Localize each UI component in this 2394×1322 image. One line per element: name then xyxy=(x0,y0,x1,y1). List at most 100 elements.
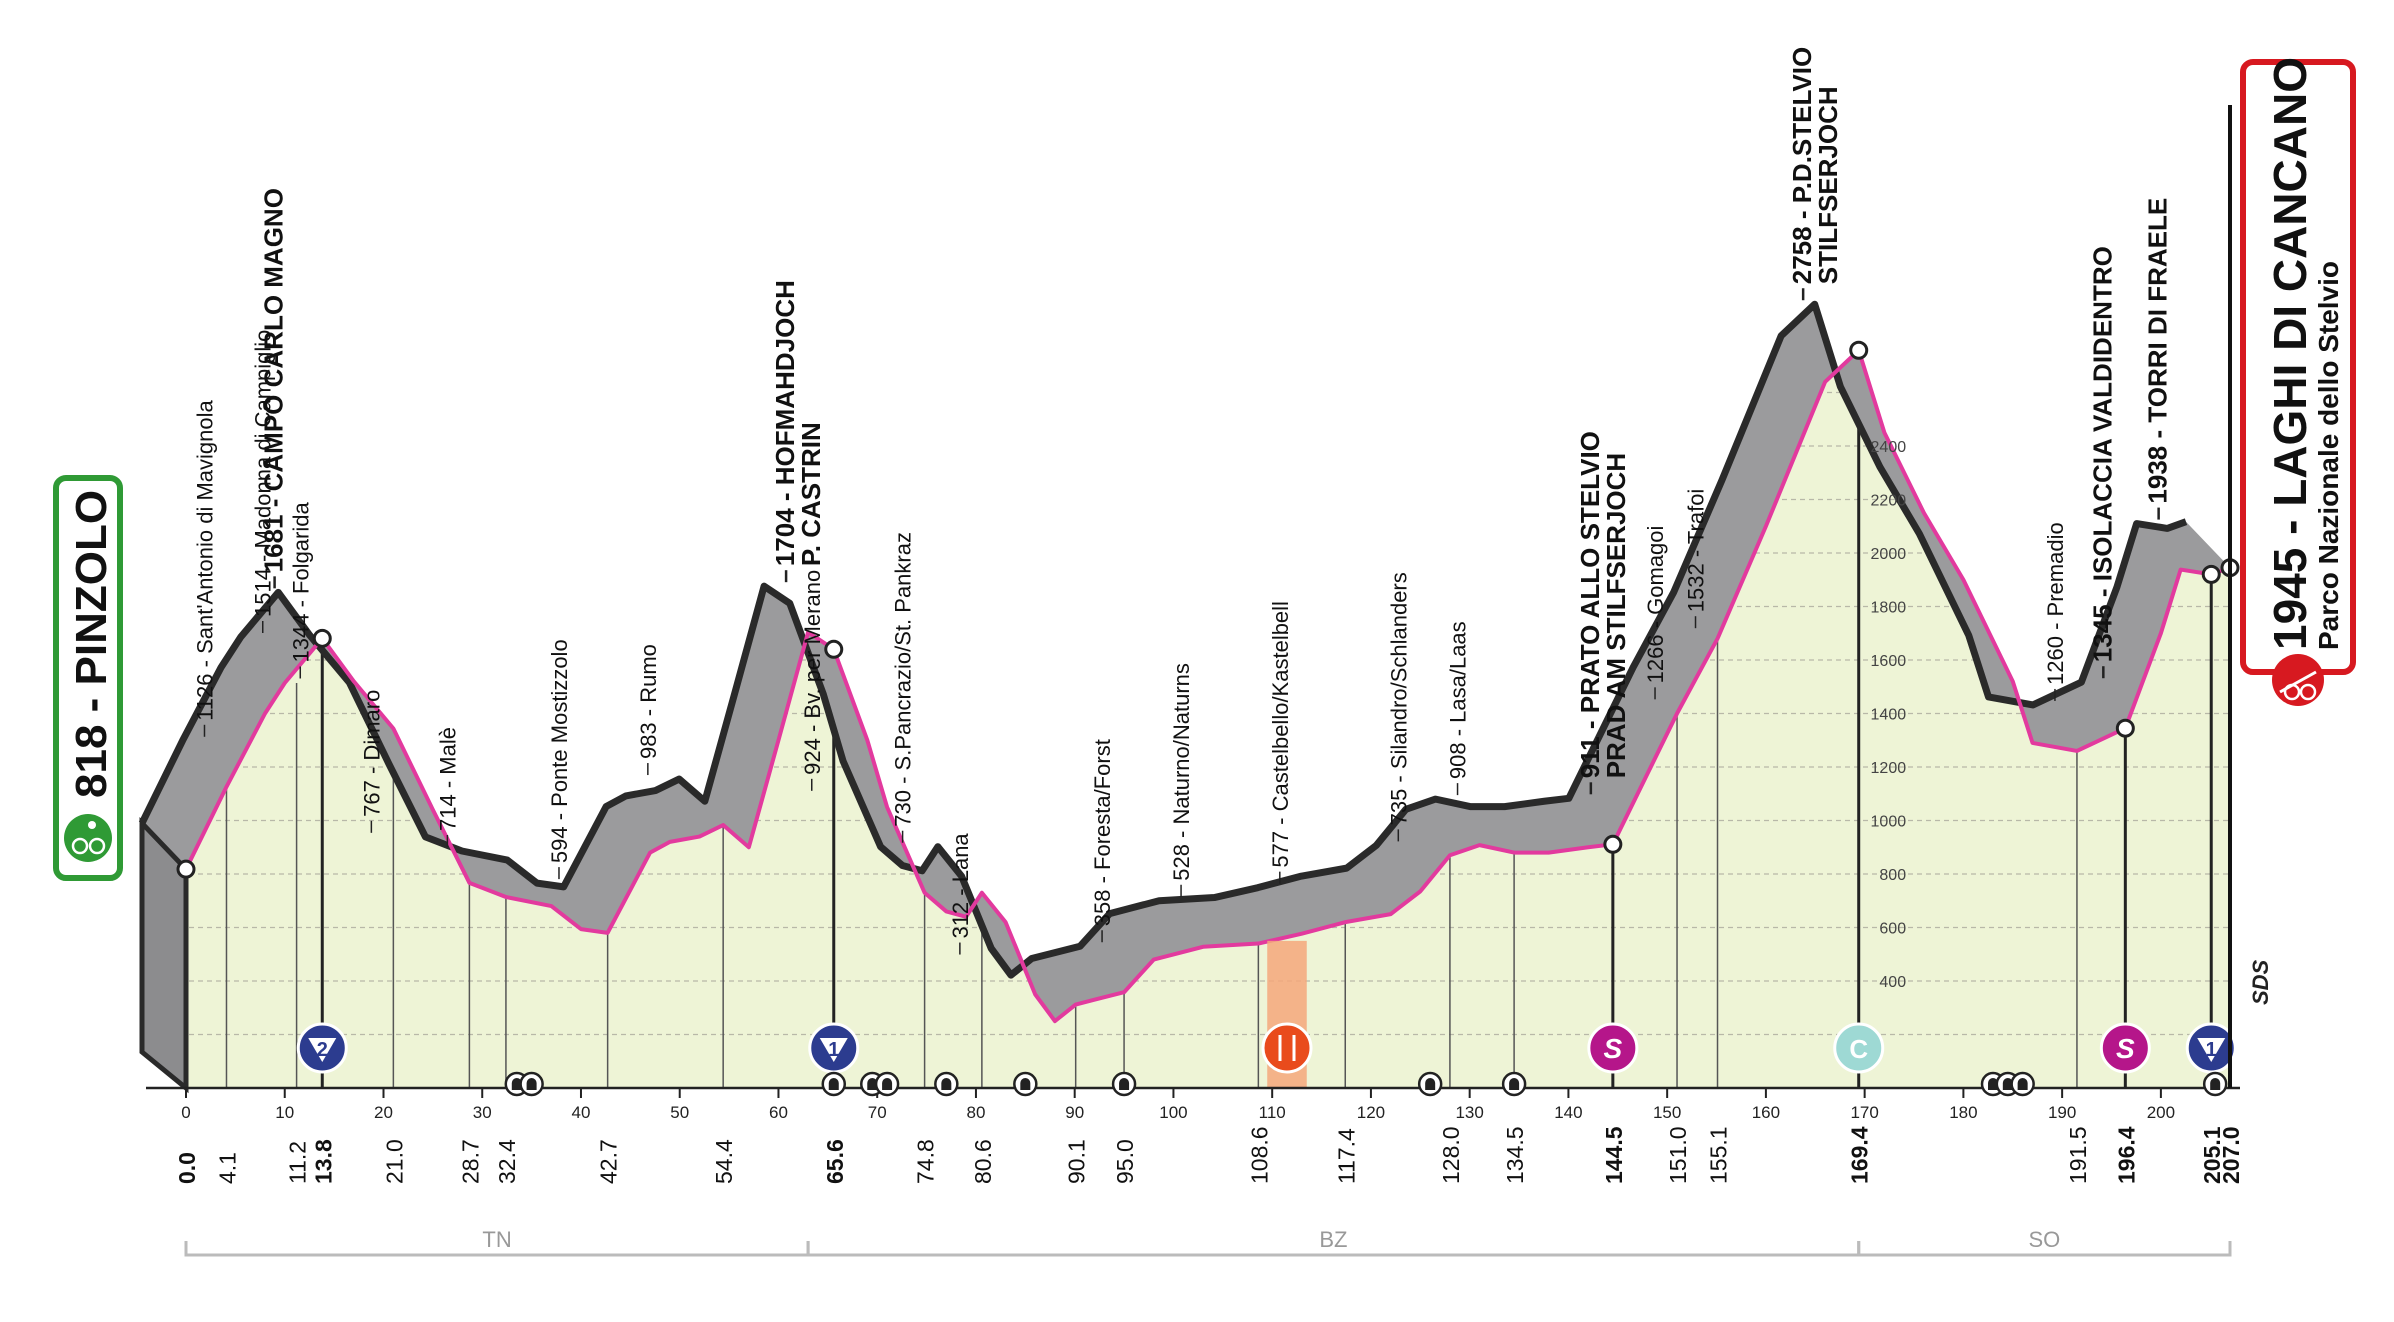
sprint-marker-label: S xyxy=(1604,1033,1623,1064)
tunnel-arch-icon xyxy=(1020,1078,1031,1090)
place-label: 1344 - Folgarida xyxy=(288,502,313,663)
gpm-category-label: 1 xyxy=(828,1039,839,1061)
x-tick-label: 10 xyxy=(275,1103,294,1122)
km-label: 134.5 xyxy=(1502,1126,1528,1184)
y-tick-label: 600 xyxy=(1879,921,1906,938)
x-tick-label: 110 xyxy=(1259,1103,1286,1122)
km-label: 90.1 xyxy=(1064,1139,1090,1184)
x-tick-label: 190 xyxy=(2048,1103,2076,1122)
x-tick-label: 50 xyxy=(670,1103,689,1122)
road-ribbon xyxy=(142,304,2230,1022)
x-tick-label: 20 xyxy=(374,1103,393,1122)
km-label: 42.7 xyxy=(596,1139,622,1184)
y-tick-label: 800 xyxy=(1879,867,1906,884)
region-bracket xyxy=(1857,1241,2232,1257)
x-tick-label: 120 xyxy=(1357,1103,1385,1122)
place-label: 594 - Ponte Mostizzolo xyxy=(547,639,572,863)
place-label: 714 - Malè xyxy=(435,727,460,831)
tunnel-arch-icon xyxy=(941,1078,952,1090)
km-labels: 0.0 4.1 11.2 13.8 21.0 28.7 32.4 42.7 54.4 65.6 74… xyxy=(174,1126,2244,1184)
tunnel-arch-icon xyxy=(828,1078,839,1090)
place-label: 528 - Naturno/Naturns xyxy=(1169,663,1194,881)
place-label: 767 - Dimaro xyxy=(359,690,384,817)
tunnel-arch-icon xyxy=(882,1078,893,1090)
km-label: 196.4 xyxy=(2113,1126,2139,1184)
place-label: 1532 - Trafoi xyxy=(1684,489,1709,613)
tunnel-arch-icon xyxy=(1425,1078,1436,1090)
km-label: 155.1 xyxy=(1706,1126,1732,1184)
place-label-second-line: STILFSERJOCH xyxy=(1813,86,1843,284)
x-tick-label: 130 xyxy=(1455,1103,1483,1122)
km-label: 80.6 xyxy=(970,1139,996,1184)
y-tick-label: 2400 xyxy=(1871,439,1907,456)
tunnel-arch-icon xyxy=(867,1078,878,1090)
finish-climb-icon xyxy=(2272,654,2324,706)
start-cyclist-icon xyxy=(64,814,112,862)
cima-coppi-marker-icon xyxy=(1833,1022,1885,1074)
x-tick-label: 170 xyxy=(1850,1103,1878,1122)
km-label: 169.4 xyxy=(1847,1126,1873,1184)
place-label: 908 - Lasa/Laas xyxy=(1446,621,1471,779)
tunnel-arch-icon xyxy=(2017,1078,2028,1090)
sprint-marker-label: S xyxy=(2116,1033,2135,1064)
sprint-marker-icon xyxy=(2099,1022,2151,1074)
km-label: 117.4 xyxy=(1333,1128,1359,1184)
y-tick-label: 1000 xyxy=(1871,814,1907,831)
km-label: 128.0 xyxy=(1438,1126,1464,1184)
place-label: 1704 - HOFMAHDJOCH xyxy=(770,280,800,566)
place-label: 1260 - Premadio xyxy=(2043,522,2068,685)
tunnel-icons xyxy=(504,1071,2228,1097)
region-label: TN xyxy=(482,1227,511,1252)
y-tick-label: 2200 xyxy=(1871,493,1907,510)
y-tick-label: 1800 xyxy=(1871,600,1907,617)
place-label: 358 - Foresta/Forst xyxy=(1090,739,1115,926)
y-tick-label: 1400 xyxy=(1871,707,1907,724)
start-title: 818 - PINZOLO xyxy=(67,490,116,798)
tunnel-arch-icon xyxy=(1119,1078,1130,1090)
x-tick-label: 90 xyxy=(1065,1103,1084,1122)
key-point-dot xyxy=(1603,834,1623,854)
x-tick-label: 30 xyxy=(473,1103,492,1122)
tunnel-arch-icon xyxy=(1988,1078,1999,1090)
key-point-dot xyxy=(312,628,332,648)
y-tick-label: 1600 xyxy=(1871,653,1907,670)
key-point-dot xyxy=(2115,718,2135,738)
tunnel-arch-icon xyxy=(2002,1078,2013,1090)
region-brackets: TN BZ SO xyxy=(184,1227,2232,1257)
km-label: 108.6 xyxy=(1246,1126,1272,1184)
y-ticks: 400 600 800 1000 1200 1400 1600 1800 2000 2200 240… xyxy=(1871,439,1907,991)
km-label: 207.0 xyxy=(2218,1126,2244,1184)
place-label: 1266 - Gomagoi xyxy=(1643,526,1668,684)
km-label: 65.6 xyxy=(822,1139,848,1184)
x-ticks: 0 10 20 30 40 50 60 70 80 90 100 110 120 130 140 150 160… xyxy=(181,1088,2175,1122)
km-label: 74.8 xyxy=(913,1139,939,1184)
gpm-triangle-icon xyxy=(2197,1038,2226,1062)
y-tick-label: 1200 xyxy=(1871,760,1907,777)
x-tick-label: 100 xyxy=(1159,1103,1187,1122)
place-label: 2758 - P.D.STELVIO xyxy=(1787,47,1817,284)
gpm-category-label: 1 xyxy=(2206,1039,2217,1061)
bike-wheel-icon xyxy=(71,837,89,855)
km-drop-lines xyxy=(184,350,2232,1088)
km-label: 205.1 xyxy=(2199,1126,2225,1184)
km-label: 95.0 xyxy=(1112,1139,1138,1184)
place-label: 1681 - CAMPO CARLO MAGNO xyxy=(259,188,289,572)
place-label: 911 - PRATO ALLO STELVIO xyxy=(1575,431,1605,778)
region-label: BZ xyxy=(1319,1227,1347,1252)
place-label-second-line: PRAD AM STILFSERJOCH xyxy=(1601,453,1631,779)
gpm-category-label: 2 xyxy=(317,1039,328,1061)
km-label: 11.2 xyxy=(285,1141,311,1184)
x-tick-label: 80 xyxy=(966,1103,985,1122)
x-tick-label: 40 xyxy=(572,1103,591,1122)
watermark-logo: SDS xyxy=(2248,959,2273,1005)
place-label: 1345 - ISOLACCIA VALDIDENTRO xyxy=(2087,246,2117,662)
km-label: 21.0 xyxy=(381,1139,407,1184)
key-point-dot xyxy=(1849,340,1869,360)
region-label: SO xyxy=(2028,1227,2060,1252)
km-label: 13.8 xyxy=(310,1139,336,1184)
x-tick-label: 0 xyxy=(181,1103,190,1122)
place-label: 1514 - Madonna di Campiglio xyxy=(251,330,276,617)
start-badge-frame xyxy=(53,475,123,881)
